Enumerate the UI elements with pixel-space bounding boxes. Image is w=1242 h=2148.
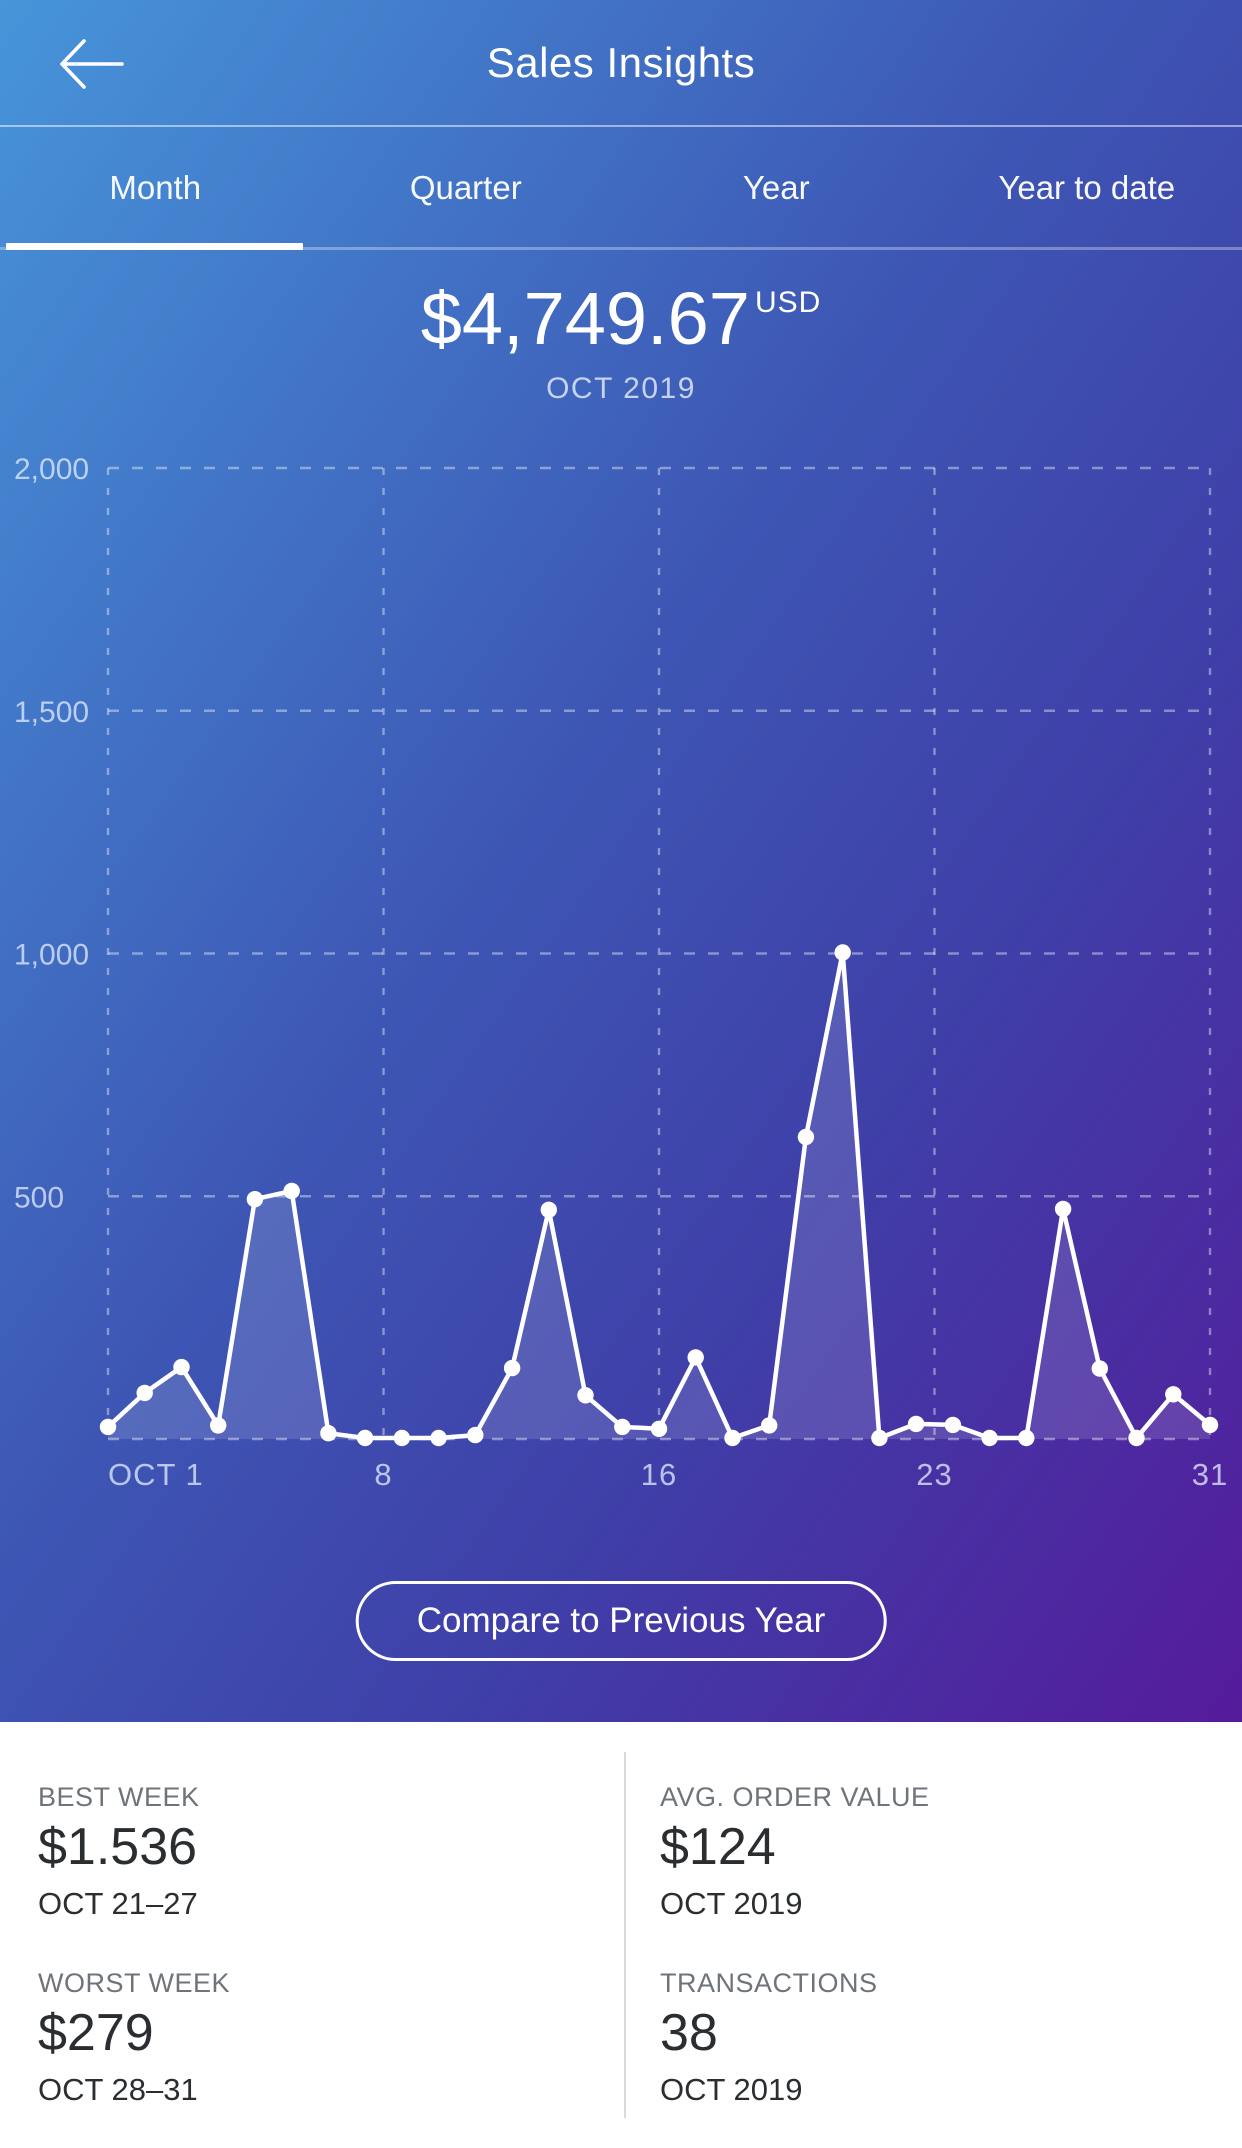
stats-divider (624, 1752, 626, 2118)
left-arrow-icon (60, 39, 124, 89)
tab-month[interactable]: Month (0, 129, 311, 250)
stat-value: $124 (660, 1818, 776, 1876)
stat-value: 38 (660, 2004, 718, 2063)
chart-panel: Sales Insights Month Quarter Year Year t… (0, 0, 1242, 1722)
svg-text:OCT 1: OCT 1 (108, 1457, 204, 1492)
back-button[interactable] (56, 34, 128, 94)
sales-line-chart[interactable]: 500 1,000 1,500 2,000 OCT 1 8 16 23 31 (0, 440, 1242, 1520)
chart-data-points (99, 944, 1219, 1447)
chart-area-fill (108, 952, 1210, 1439)
svg-text:1,500: 1,500 (14, 696, 89, 729)
chart-axis-labels: 500 1,000 1,500 2,000 OCT 1 8 16 23 31 (14, 453, 1228, 1492)
svg-text:8: 8 (374, 1457, 392, 1492)
stat-avg-order-value: AVG. ORDER VALUE $124 OCT 2019 (621, 1782, 1242, 1922)
stat-value: $1.536 (38, 1818, 198, 1876)
stat-transactions: TRANSACTIONS 38 OCT 2019 (621, 1968, 1242, 2108)
stat-label: TRANSACTIONS (660, 1968, 878, 1999)
amount-value: $4,749.67 (420, 277, 750, 360)
total-amount: $4,749.67 USD (0, 282, 1242, 356)
tab-bar: Month Quarter Year Year to date (0, 129, 1242, 250)
summary-block: $4,749.67 USD OCT 2019 (0, 282, 1242, 406)
stat-worst-week: WORST WEEK $279 OCT 28–31 (0, 1968, 621, 2108)
stat-value: $279 (38, 2004, 154, 2063)
svg-text:31: 31 (1192, 1457, 1228, 1492)
page-title: Sales Insights (486, 38, 756, 86)
compare-previous-year-button[interactable]: Compare to Previous Year (355, 1581, 887, 1661)
tab-quarter[interactable]: Quarter (409, 169, 522, 206)
stat-label: BEST WEEK (38, 1782, 200, 1812)
svg-text:500: 500 (14, 1181, 64, 1214)
stat-best-week: BEST WEEK $1.536 OCT 21–27 (0, 1782, 621, 1922)
stats-panel: BEST WEEK $1.536 OCT 21–27 AVG. ORDER VA… (0, 1722, 1242, 2148)
currency-label: USD (754, 286, 822, 319)
stat-period: OCT 2019 (660, 1886, 803, 1922)
tab-year-to-date[interactable]: Year to date (998, 169, 1176, 206)
svg-text:16: 16 (641, 1457, 677, 1492)
stat-period: OCT 28–31 (38, 2072, 198, 2108)
stat-label: WORST WEEK (38, 1968, 231, 1999)
stat-period: OCT 21–27 (38, 1886, 198, 1922)
summary-period: OCT 2019 (546, 372, 696, 405)
stats-grid: BEST WEEK $1.536 OCT 21–27 AVG. ORDER VA… (0, 1782, 1242, 2108)
svg-text:23: 23 (916, 1457, 952, 1492)
svg-text:1,000: 1,000 (14, 939, 89, 972)
svg-text:2,000: 2,000 (14, 453, 89, 486)
stat-period: OCT 2019 (660, 2072, 803, 2108)
stat-label: AVG. ORDER VALUE (660, 1782, 930, 1812)
header: Sales Insights (0, 0, 1242, 127)
tab-year[interactable]: Year (742, 169, 810, 206)
